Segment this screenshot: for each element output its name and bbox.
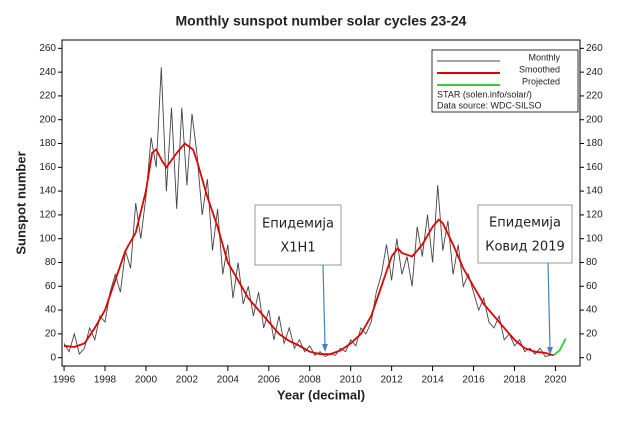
arrow-head: [322, 344, 328, 352]
arrow-head: [547, 347, 553, 355]
y2-tick-label: 260: [586, 43, 603, 54]
x-tick-label: 2004: [217, 375, 240, 386]
x-tick-label: 2010: [340, 375, 363, 386]
x-axis-label: Year (decimal): [277, 387, 365, 402]
x-tick-label: 2008: [299, 375, 322, 386]
y2-tick-label: 220: [586, 91, 603, 102]
series-line: [63, 142, 554, 357]
legend-box: [431, 49, 579, 113]
y-tick-label: 160: [39, 162, 56, 173]
note: STAR (solen.info/solar/): [437, 89, 532, 99]
y2-tick-label: 200: [586, 114, 603, 125]
annotation-frame: [254, 204, 342, 266]
y-tick-label: 140: [39, 186, 56, 197]
y-tick-label: 120: [39, 210, 56, 221]
y-tick-label: 100: [39, 233, 56, 244]
legend-label: Smoothed: [519, 64, 560, 74]
y2-tick-label: 20: [586, 329, 598, 340]
y2-tick-label: 120: [586, 210, 603, 221]
x-tick-label: 2020: [544, 375, 567, 386]
x-tick-label: 1996: [53, 375, 76, 386]
annotation-box: [254, 204, 573, 266]
y-tick-label: 80: [45, 257, 57, 268]
y2-tick-label: 240: [586, 67, 603, 78]
x-tick-label: 2014: [421, 375, 444, 386]
y-tick-label: 220: [39, 91, 56, 102]
y-tick-label: 240: [39, 67, 56, 78]
legend-label: Projected: [522, 76, 560, 86]
y-tick-label: 60: [45, 281, 57, 292]
y2-tick-label: 180: [586, 138, 603, 149]
x-tick-label: 2018: [503, 375, 526, 386]
x-tick-label: 2002: [176, 375, 199, 386]
annotation-frame: [477, 204, 573, 264]
series-line: [552, 338, 567, 357]
chart-title: Monthly sunspot number solar cycles 23-2…: [176, 13, 467, 29]
x-tick-label: 2006: [258, 375, 281, 386]
annotation-text: Х1Н1: [280, 241, 315, 256]
y-tick-label: 200: [39, 114, 56, 125]
note: Data source: WDC-SILSO: [437, 100, 542, 110]
y2-tick-label: 60: [586, 281, 598, 292]
plot-frame: [61, 39, 581, 367]
annotation-text: Ковид 2019: [485, 240, 565, 255]
y2-tick-label: 80: [586, 257, 598, 268]
x-tick-label: 2016: [462, 375, 485, 386]
annotation-arrow: [322, 264, 326, 347]
y2-tick-label: 160: [586, 162, 603, 173]
y-axis-label: Sunspot number: [13, 151, 28, 254]
y-tick-label: 40: [45, 305, 57, 316]
annotation-text: Епидемија: [489, 216, 561, 231]
annotation-arrow: [547, 262, 551, 350]
y-tick-label: 260: [39, 43, 56, 54]
y-tick-label: 180: [39, 138, 56, 149]
x-tick-label: 1998: [94, 375, 117, 386]
y-tick-label: 0: [50, 352, 56, 363]
legend-label: Monthly: [528, 52, 560, 62]
annotation-text: Епидемија: [262, 217, 334, 232]
x-tick-label: 2000: [135, 375, 158, 386]
y2-tick-label: 0: [586, 352, 592, 363]
y2-tick-label: 100: [586, 233, 603, 244]
y2-tick-label: 40: [586, 305, 598, 316]
y2-tick-label: 140: [586, 186, 603, 197]
y-tick-label: 20: [45, 329, 57, 340]
x-tick-label: 2012: [381, 375, 404, 386]
